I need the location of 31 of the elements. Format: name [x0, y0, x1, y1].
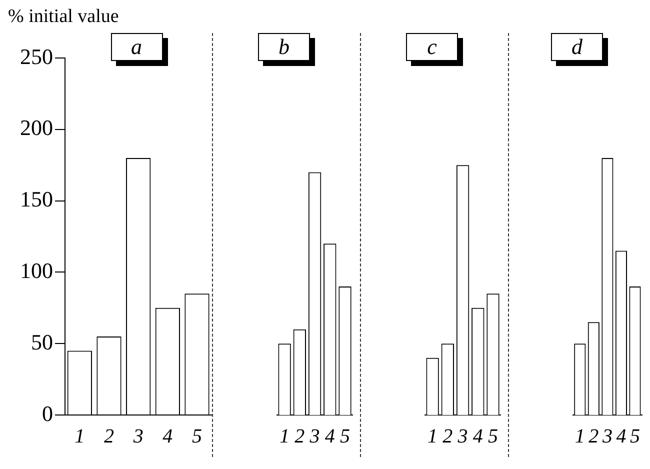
x-tick-label: 1 — [280, 425, 290, 448]
x-tick-label: 4 — [162, 425, 173, 448]
x-tick-label: 4 — [324, 425, 335, 448]
x-tick-label: 3 — [601, 425, 612, 448]
y-axis-title: % initial value — [8, 6, 119, 28]
chart-title: b — [258, 33, 310, 61]
x-tick-label: 3 — [132, 425, 144, 448]
x-tick-label: 4 — [616, 425, 626, 448]
y-tick-label: 200 — [20, 115, 53, 140]
x-tick-label: 5 — [630, 425, 640, 448]
chart-title: d — [551, 33, 603, 61]
x-tick-label: 2 — [294, 425, 305, 448]
x-tick-label: 2 — [442, 425, 453, 448]
y-tick-label: 0 — [42, 400, 53, 426]
chart-title: c — [406, 33, 458, 61]
x-tick-label: 3 — [456, 425, 468, 448]
x-tick-label: 1 — [428, 425, 438, 448]
y-tick-label: 150 — [20, 186, 53, 212]
x-tick-label: 4 — [472, 425, 483, 448]
x-tick-label: 3 — [308, 425, 320, 448]
x-tick-label: 1 — [74, 425, 85, 448]
y-tick-label: 50 — [31, 329, 53, 354]
y-tick-label: 100 — [20, 258, 53, 283]
x-tick-label: 5 — [192, 425, 202, 448]
y-tick-label: 250 — [20, 44, 53, 69]
x-tick-label: 5 — [340, 425, 350, 448]
x-tick-label: 2 — [588, 425, 599, 448]
chart-title: a — [110, 33, 162, 61]
x-tick-label: 1 — [574, 425, 585, 448]
x-tick-label: 5 — [488, 425, 498, 448]
x-tick-label: 2 — [104, 425, 114, 448]
